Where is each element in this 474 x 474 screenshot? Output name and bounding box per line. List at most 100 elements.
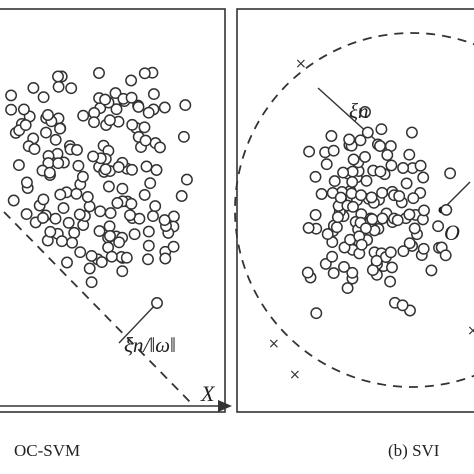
left-data-point xyxy=(20,176,33,189)
left-data-point xyxy=(12,159,25,172)
left-data-point xyxy=(125,91,138,104)
left-slack-line xyxy=(118,302,158,344)
left-data-point xyxy=(20,208,33,221)
left-data-point xyxy=(85,249,98,262)
left-data-point xyxy=(93,225,106,238)
right-data-point xyxy=(338,241,351,254)
left-data-point xyxy=(142,225,155,238)
left-data-point xyxy=(71,143,83,156)
left-data-point xyxy=(112,161,125,174)
right-slack-label: ξn xyxy=(349,99,369,123)
left-data-point xyxy=(7,194,20,207)
left-data-point xyxy=(154,141,166,154)
left-data-point xyxy=(105,250,118,263)
left-data-point xyxy=(159,252,172,265)
right-data-point xyxy=(347,153,360,166)
right-data-point xyxy=(376,212,389,225)
left-data-point xyxy=(70,187,83,200)
left-data-point xyxy=(179,99,192,112)
right-data-point xyxy=(334,191,347,204)
right-data-point xyxy=(407,192,420,205)
left-data-point xyxy=(61,256,73,269)
right-data-point xyxy=(354,134,367,147)
left-data-point xyxy=(5,103,18,116)
left-data-point xyxy=(140,160,153,173)
right-data-point xyxy=(301,266,314,279)
left-data-point xyxy=(62,216,75,229)
right-data-point xyxy=(327,144,340,157)
right-data-point xyxy=(397,162,410,174)
left-data-point xyxy=(138,67,151,80)
outlier-cross-icon: × xyxy=(289,367,301,383)
left-data-point xyxy=(66,236,79,249)
right-data-point xyxy=(405,126,418,139)
x-axis-arrowhead xyxy=(218,400,232,412)
left-data-point xyxy=(125,74,138,87)
left-data-point xyxy=(149,200,162,213)
left-data-point xyxy=(65,82,78,95)
right-data-point xyxy=(417,242,430,255)
left-data-point xyxy=(158,101,171,114)
left-data-point xyxy=(41,109,54,121)
svdd-boundary-sphere xyxy=(234,32,474,388)
center-label: O xyxy=(444,220,460,245)
right-data-point xyxy=(320,158,333,171)
right-data-point xyxy=(302,221,315,234)
right-data-point xyxy=(374,140,386,152)
left-data-point xyxy=(37,91,50,104)
left-data-point xyxy=(17,103,30,116)
left-data-point xyxy=(52,80,65,93)
left-data-point xyxy=(139,134,152,147)
left-data-point xyxy=(116,182,129,195)
right-data-point xyxy=(366,213,379,226)
left-data-point xyxy=(49,212,62,225)
right-data-point xyxy=(359,150,371,163)
left-data-point xyxy=(132,100,145,113)
right-data-point xyxy=(303,145,316,158)
left-data-point xyxy=(126,163,138,176)
left-data-point xyxy=(138,121,151,134)
right-data-point xyxy=(347,200,359,213)
left-data-point xyxy=(44,225,57,238)
right-data-point xyxy=(444,167,457,180)
left-data-points xyxy=(5,66,193,309)
left-data-point xyxy=(125,197,138,210)
outlier-cross-icon: × xyxy=(268,336,280,352)
left-data-point xyxy=(120,251,133,264)
left-data-point xyxy=(5,89,18,102)
right-panel: × × × × ξn O xyxy=(234,32,474,388)
left-data-point xyxy=(103,220,116,233)
outlier-cross-icon: × xyxy=(295,56,307,72)
left-data-point xyxy=(177,130,190,143)
right-data-point xyxy=(355,238,368,251)
right-data-point xyxy=(309,170,322,183)
left-data-point xyxy=(104,207,117,220)
left-data-point xyxy=(180,173,193,186)
left-data-point xyxy=(77,109,90,122)
right-data-point xyxy=(403,148,416,161)
left-data-point xyxy=(55,235,68,248)
right-data-point xyxy=(346,266,359,279)
left-data-point xyxy=(110,103,123,116)
left-data-point xyxy=(37,193,50,206)
left-data-point xyxy=(87,150,100,163)
left-data-point xyxy=(57,202,70,215)
right-data-point xyxy=(328,175,341,188)
right-data-point xyxy=(325,130,338,142)
right-data-point xyxy=(345,187,358,200)
right-data-point xyxy=(376,186,389,199)
left-data-point xyxy=(151,297,163,309)
right-data-point xyxy=(359,106,371,118)
left-slack-label: ξn/‖ω‖ xyxy=(124,333,176,357)
left-data-point xyxy=(99,163,112,176)
left-data-point xyxy=(144,177,157,190)
left-data-point xyxy=(81,190,94,203)
right-data-point xyxy=(384,246,397,259)
left-data-point xyxy=(124,209,136,222)
right-data-point xyxy=(337,166,350,179)
right-data-point xyxy=(400,177,413,190)
right-data-point xyxy=(408,222,421,235)
right-data-point xyxy=(385,159,398,172)
left-data-point xyxy=(167,240,180,253)
left-data-point xyxy=(68,226,81,239)
